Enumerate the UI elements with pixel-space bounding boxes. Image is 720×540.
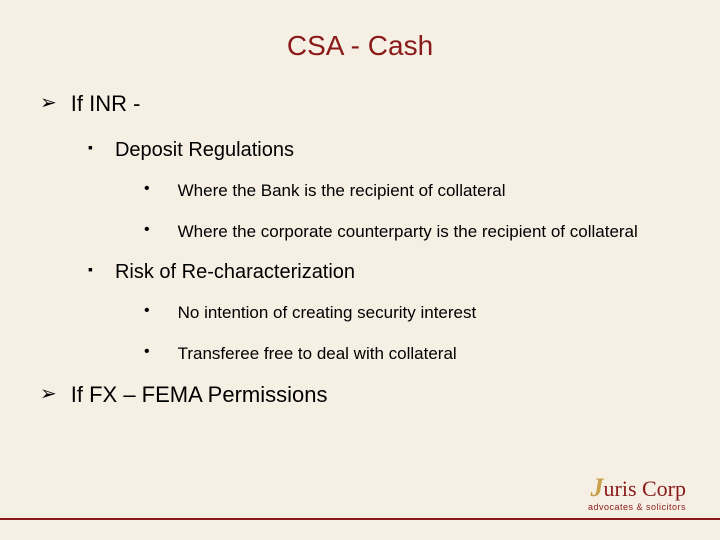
logo-main: Juris Corp <box>588 475 686 501</box>
logo-accent-letter: J <box>591 473 604 502</box>
lvl2-text: Deposit Regulations <box>115 137 294 163</box>
dot-icon: • <box>144 177 150 201</box>
arrow-icon: ➢ <box>40 381 57 407</box>
logo-tagline: advocates & solicitors <box>588 502 686 512</box>
arrow-icon: ➢ <box>40 90 57 116</box>
brand-logo: Juris Corp advocates & solicitors <box>588 475 686 512</box>
lvl3-text: Where the corporate counterparty is the … <box>178 218 638 245</box>
lvl3-text: Where the Bank is the recipient of colla… <box>178 177 506 204</box>
bullet-lvl3: • Where the Bank is the recipient of col… <box>144 177 680 204</box>
lvl3-text: Transferee free to deal with collateral <box>178 340 457 367</box>
bullet-lvl1: ➢ If FX – FEMA Permissions <box>40 381 680 410</box>
bullet-lvl2: ▪ Risk of Re-characterization <box>88 259 680 285</box>
dot-icon: • <box>144 299 150 323</box>
logo-text-1: uris <box>604 476 643 501</box>
dot-icon: • <box>144 218 150 242</box>
footer-divider <box>0 518 720 520</box>
slide-container: CSA - Cash ➢ If INR - ▪ Deposit Regulati… <box>0 0 720 540</box>
bullet-lvl3: • Transferee free to deal with collatera… <box>144 340 680 367</box>
bullet-lvl3: • Where the corporate counterparty is th… <box>144 218 680 245</box>
slide-title: CSA - Cash <box>40 30 680 62</box>
lvl2-text: Risk of Re-characterization <box>115 259 355 285</box>
logo-text-2: Corp <box>642 476 686 501</box>
bullet-lvl2: ▪ Deposit Regulations <box>88 137 680 163</box>
square-icon: ▪ <box>88 137 93 158</box>
lvl3-text: No intention of creating security intere… <box>178 299 477 326</box>
bullet-lvl3: • No intention of creating security inte… <box>144 299 680 326</box>
dot-icon: • <box>144 340 150 364</box>
bullet-lvl1: ➢ If INR - <box>40 90 680 119</box>
lvl1-text: If INR - <box>71 90 141 119</box>
lvl1-text: If FX – FEMA Permissions <box>71 381 328 410</box>
square-icon: ▪ <box>88 259 93 280</box>
